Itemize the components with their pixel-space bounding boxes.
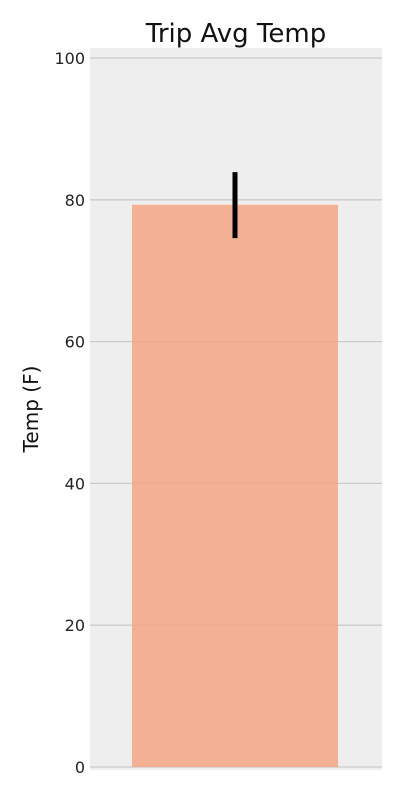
- y-tick-label-20: 20: [65, 616, 85, 635]
- y-tick-label-40: 40: [65, 474, 85, 493]
- y-tick-label-100: 100: [54, 49, 85, 68]
- bar-0: [132, 204, 338, 767]
- y-axis-label: Temp (F): [19, 366, 43, 454]
- y-tick-label-80: 80: [65, 191, 85, 210]
- chart-title: Trip Avg Temp: [145, 19, 326, 49]
- y-tick-labels: 0 20 40 60 80 100: [54, 49, 85, 777]
- y-tick-label-0: 0: [75, 758, 85, 777]
- bars: [132, 204, 338, 767]
- y-tick-label-60: 60: [65, 333, 85, 352]
